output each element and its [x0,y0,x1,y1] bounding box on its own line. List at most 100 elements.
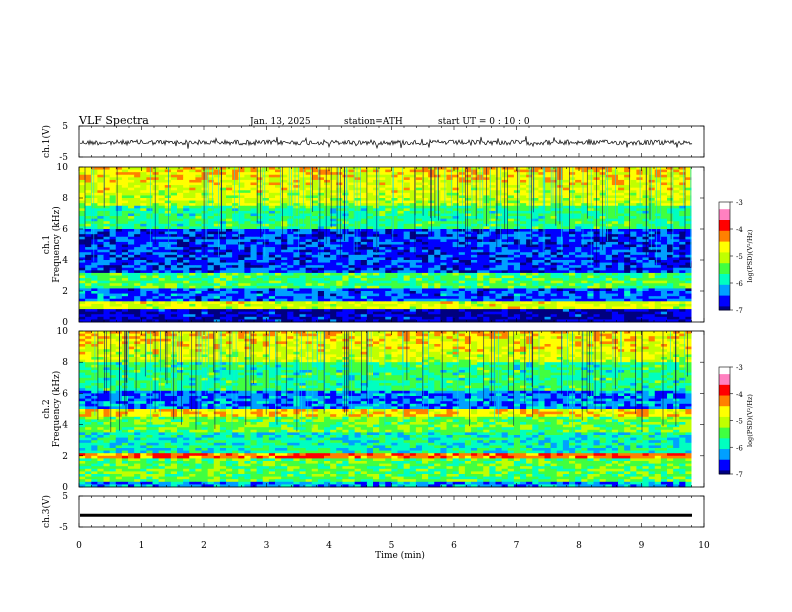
spectrogram-cell [471,257,478,261]
spectrogram-cell [170,280,178,284]
spectrogram-cell [660,185,668,189]
spectrogram-cell [354,195,362,199]
spectrogram-cell [495,267,503,271]
spectrogram-cell [556,244,564,248]
spectrogram-cell [183,270,190,274]
spectrogram-cell [79,252,86,256]
spectrogram-cell [397,182,405,186]
spectrogram-cell [195,198,202,201]
spectrogram-cell [550,244,558,248]
spectrogram-cell [513,275,521,279]
spectrogram-cell [673,231,680,235]
spectrogram-cell [213,234,221,238]
spectrogram-cell [513,226,521,230]
spectrogram-cell [618,229,625,232]
spectrogram-cell [115,200,123,204]
spectrogram-cell [581,203,588,207]
spectrogram-cell [660,270,668,274]
spectrogram-cell [128,179,135,183]
spectrogram-cell [618,169,625,173]
spectrogram-cell [244,169,251,173]
spectrogram-cell [85,283,92,287]
spectrogram-cell [440,179,447,183]
spectrogram-cell [489,234,496,238]
spectrogram-cell [624,179,631,183]
spectrogram-cell [391,262,398,266]
spectrogram-cell [348,198,356,201]
spectrogram-cell [440,205,447,209]
spectrogram-cell [569,172,576,176]
spectrogram-cell [440,208,447,212]
spectrogram-cell [513,283,521,287]
spectrogram-cell [654,198,662,201]
spectrogram-cell [409,280,417,284]
spectrogram-cell [177,234,184,238]
spectrogram-cell [605,216,613,220]
spectrogram-cell [79,291,86,294]
spectrogram-cell [611,187,619,191]
spectrogram-cell [293,254,300,258]
spectrogram-cell [562,244,570,248]
spectrogram-cell [667,226,674,230]
spectrogram-cell [471,267,478,271]
spectrogram-cell [403,260,411,263]
spectrogram-cell [673,208,680,212]
spectrogram-cell [648,190,656,194]
spectrogram-cell [189,182,196,186]
spectrogram-cell [195,190,202,194]
spectrogram-cell [348,283,356,287]
spectrogram-cell [440,213,447,217]
spectrogram-cell [305,203,313,207]
spectrogram-cell [630,192,637,196]
spectrogram-cell [593,288,601,292]
spectrogram-cell [440,210,447,214]
spectrogram-cell [311,174,319,178]
spectrogram-cell [673,234,680,238]
spectrogram-cell [207,210,215,214]
spectrogram-cell [330,249,337,253]
spectrogram-cell [409,210,417,214]
spectrogram-cell [275,200,282,204]
spectrogram-cell [103,283,111,287]
spectrogram-cell [630,239,637,243]
spectrogram-cell [587,226,594,230]
spectrogram-cell [268,223,276,227]
spectrogram-cell [654,265,662,269]
spectrogram-cell [446,262,454,266]
spectrogram-cell [238,200,245,204]
spectrogram-cell [97,252,104,256]
spectrogram-cell [238,280,245,284]
spectrogram-cell [158,208,166,212]
spectrogram-cell [513,195,521,199]
spectrogram-cell [268,272,276,276]
spectrogram-cell [532,187,539,191]
spectrogram-cell [85,231,92,235]
spectrogram-cell [360,200,368,204]
spectrogram-cell [109,270,117,274]
spectrogram-cell [618,223,625,227]
spectrogram-cell [134,249,141,253]
spectrogram-cell [213,172,221,176]
spectrogram-cell [464,177,472,181]
spectrogram-cell [360,247,368,251]
spectrogram-cell [679,177,686,181]
spectrogram-cell [544,272,552,276]
spectrogram-cell [452,229,460,232]
spectrogram-cell [593,275,601,279]
spectrogram-cell [526,218,533,222]
spectrogram-cell [268,265,276,269]
spectrogram-cell [544,285,552,289]
spectrogram-cell [158,272,166,276]
spectrogram-cell [91,254,98,258]
spectrogram-cell [324,185,331,189]
spectrogram-cell [513,185,521,189]
spectrogram-cell [409,203,417,207]
spectrogram-cell [654,169,662,173]
spectrogram-cell [336,190,343,194]
spectrogram-cell [636,187,643,191]
spectrogram-cell [360,285,368,289]
spectrogram-cell [624,234,631,238]
spectrogram-cell [336,221,343,225]
spectrogram-cell [299,174,307,178]
spectrogram-cell [630,231,637,235]
